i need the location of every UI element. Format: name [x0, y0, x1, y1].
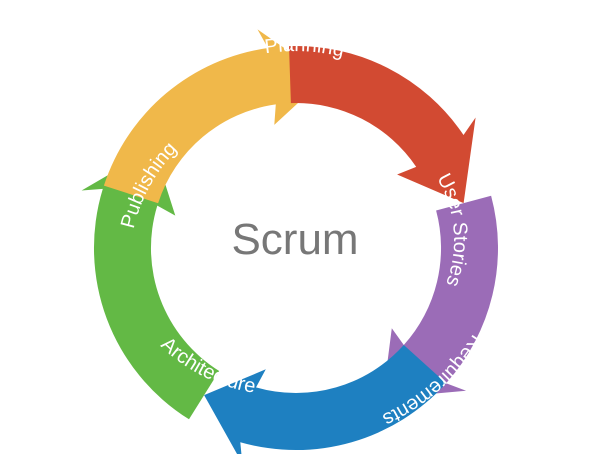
arrow-user-stories	[103, 29, 327, 204]
cycle-arrows	[81, 29, 498, 454]
center-title: Scrum	[231, 215, 358, 264]
arrow-architecture	[382, 195, 498, 399]
arrow-planning	[81, 148, 220, 420]
arrow-publishing	[204, 345, 447, 454]
arrow-requirements	[289, 45, 476, 204]
